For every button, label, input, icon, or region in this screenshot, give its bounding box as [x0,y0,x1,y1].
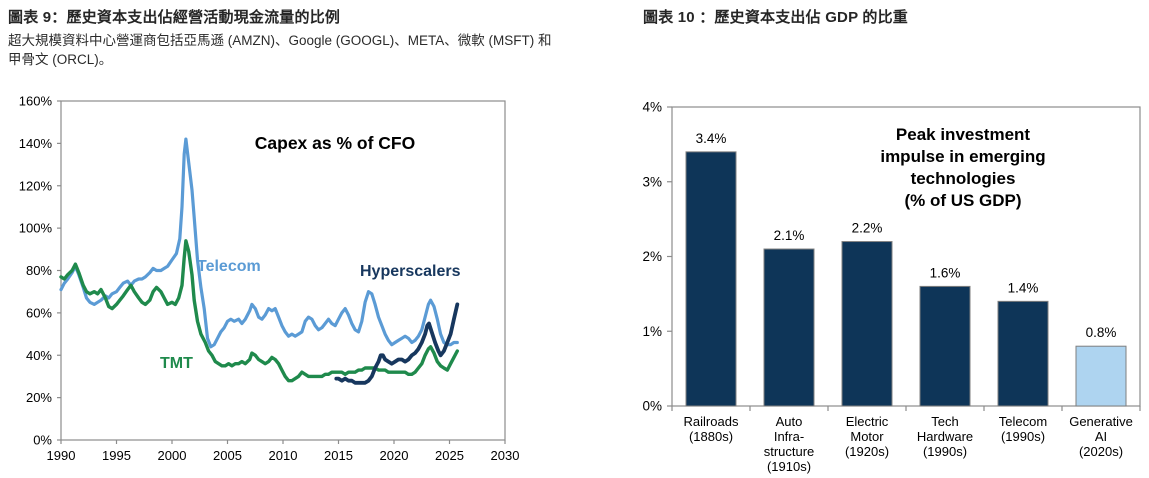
y-axis: 0% 20% 40% 60% 80% 100% 120% 140% 160% [19,94,61,448]
y-tick-label: 3% [642,174,662,189]
bar-category-label: Generative AI (2020s) [1069,414,1133,459]
x-tick-label: 2015 [324,448,353,463]
y-tick-label: 0% [33,433,52,448]
y-tick-label: 20% [26,390,52,405]
figure9-subtitle-line2: 甲骨文 (ORCL)。 [8,52,113,68]
series-line-telecom [59,137,459,349]
bar-telecom [997,300,1049,407]
series-label-tmt: TMT [160,355,193,372]
x-tick-label: 2000 [158,448,187,463]
figure9-subtitle: 超大規模資料中心營運商包括亞馬遜 (AMZN)、Google (GOOGL)、M… [8,31,636,69]
figure9-title: 圖表 9：歷史資本支出佔經營活動現金流量的比例 [8,9,341,26]
y-tick-label: 60% [26,305,52,320]
bar-value-label: 3.4% [696,131,727,146]
bar-generative [1075,345,1127,407]
x-tick-label: 2020 [380,448,409,463]
x-axis: 1990 1995 2000 2005 2010 2015 2020 2025 2030 [47,440,520,463]
series-line-tmt [59,239,459,383]
series-line-hyperscalers [334,302,460,385]
figure10-header: 圖表 10 ：歷史資本支出佔 GDP 的比重 [643,6,1143,27]
bar-value-label: 2.2% [852,221,883,236]
y-axis: 0% 1% 2% 3% 4% [642,100,672,414]
y-tick-label: 40% [26,348,52,363]
bar-chart-title: Peak investment impulse in emerging techno… [880,125,1045,210]
y-tick-label: 4% [642,100,662,115]
bar-railroads [685,151,737,407]
gdp-share-bar-chart: 0% 1% 2% 3% 4% 3.4% Railroads (1880s) 2.1% Auto In… [642,100,1141,474]
bar-value-label: 2.1% [774,228,805,243]
bar-category-label: Tech Hardware (1990s) [917,414,973,459]
capex-cfo-line-chart: 0% 20% 40% 60% 80% 100% 120% 140% 160% 1990 1995 20… [19,94,520,464]
bar-auto [763,248,815,407]
bar-value-label: 0.8% [1086,325,1117,340]
bar-category-label: Railroads (1880s) [684,414,739,444]
bar-electric [841,241,893,407]
y-tick-label: 1% [642,324,662,339]
y-tick-label: 0% [642,399,662,414]
bar-category-label: Telecom (1990s) [999,414,1047,444]
x-tick-label: 2025 [435,448,464,463]
series-label-telecom: Telecom [197,258,261,275]
x-tick-label: 1990 [47,448,76,463]
bar-tech [919,285,971,407]
y-tick-label: 140% [19,136,53,151]
figure10-title: 圖表 10 ：歷史資本支出佔 GDP 的比重 [643,9,908,26]
x-tick-label: 1995 [102,448,131,463]
series-label-hyperscalers: Hyperscalers [360,263,461,280]
line-chart-title: Capex as % of CFO [255,133,415,153]
y-tick-label: 2% [642,249,662,264]
y-tick-label: 160% [19,94,53,109]
figure9-subtitle-line1: 超大規模資料中心營運商包括亞馬遜 (AMZN)、Google (GOOGL)、M… [8,33,552,48]
bar-value-label: 1.6% [930,265,961,280]
bar-category-label: Electric Motor (1920s) [845,414,889,459]
x-axis [671,406,1141,411]
x-tick-label: 2010 [269,448,298,463]
y-tick-label: 120% [19,178,53,193]
bar-category-label: Auto Infra-structure (1910s) [764,414,815,474]
x-tick-label: 2030 [491,448,520,463]
x-tick-label: 2005 [213,448,242,463]
y-tick-label: 100% [19,221,53,236]
bar-value-label: 1.4% [1008,280,1039,295]
figure9-header: 圖表 9：歷史資本支出佔經營活動現金流量的比例 超大規模資料中心營運商包括亞馬遜… [8,6,636,69]
y-tick-label: 80% [26,263,52,278]
